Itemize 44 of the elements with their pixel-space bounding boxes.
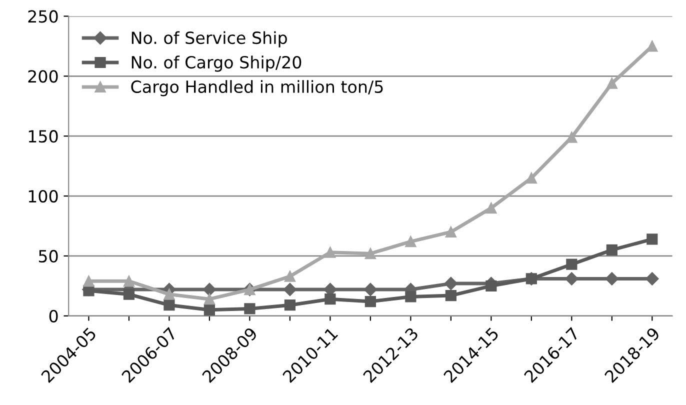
point [284,270,296,282]
legend-label: No. of Cargo Ship/20 [132,56,302,72]
point [364,296,376,308]
point [566,132,578,143]
point [83,285,94,296]
point [444,276,458,290]
point [123,276,135,287]
point [284,300,296,311]
point [445,290,456,302]
point [83,276,94,287]
point [204,304,216,316]
point [324,246,336,258]
point [405,236,416,248]
y-tick-label: 250 [28,10,58,23]
y-tick-label: 0 [49,310,58,322]
point [486,202,497,214]
point [565,272,578,286]
point [646,272,659,286]
y-tick-label: 150 [28,130,58,143]
legend-label: No. of Service Ship [132,31,287,48]
y-tick-label: 100 [28,190,58,203]
point [526,172,537,184]
point [204,294,216,305]
point [486,280,497,292]
point [605,272,618,286]
point [244,303,256,314]
point [364,248,376,260]
point [164,288,175,300]
point [646,234,658,245]
point [324,294,336,305]
point [606,244,618,256]
point [202,282,216,296]
legend-label: Cargo Handled in million ton/5 [131,80,383,96]
y-tick-label: 50 [38,250,58,263]
point [283,282,297,296]
point [566,258,578,270]
point [445,226,456,238]
y-tick-label: 200 [28,70,58,83]
point [405,291,416,302]
point [123,288,135,300]
point [164,300,175,311]
point [646,40,658,52]
point [364,282,378,296]
point [606,78,618,89]
